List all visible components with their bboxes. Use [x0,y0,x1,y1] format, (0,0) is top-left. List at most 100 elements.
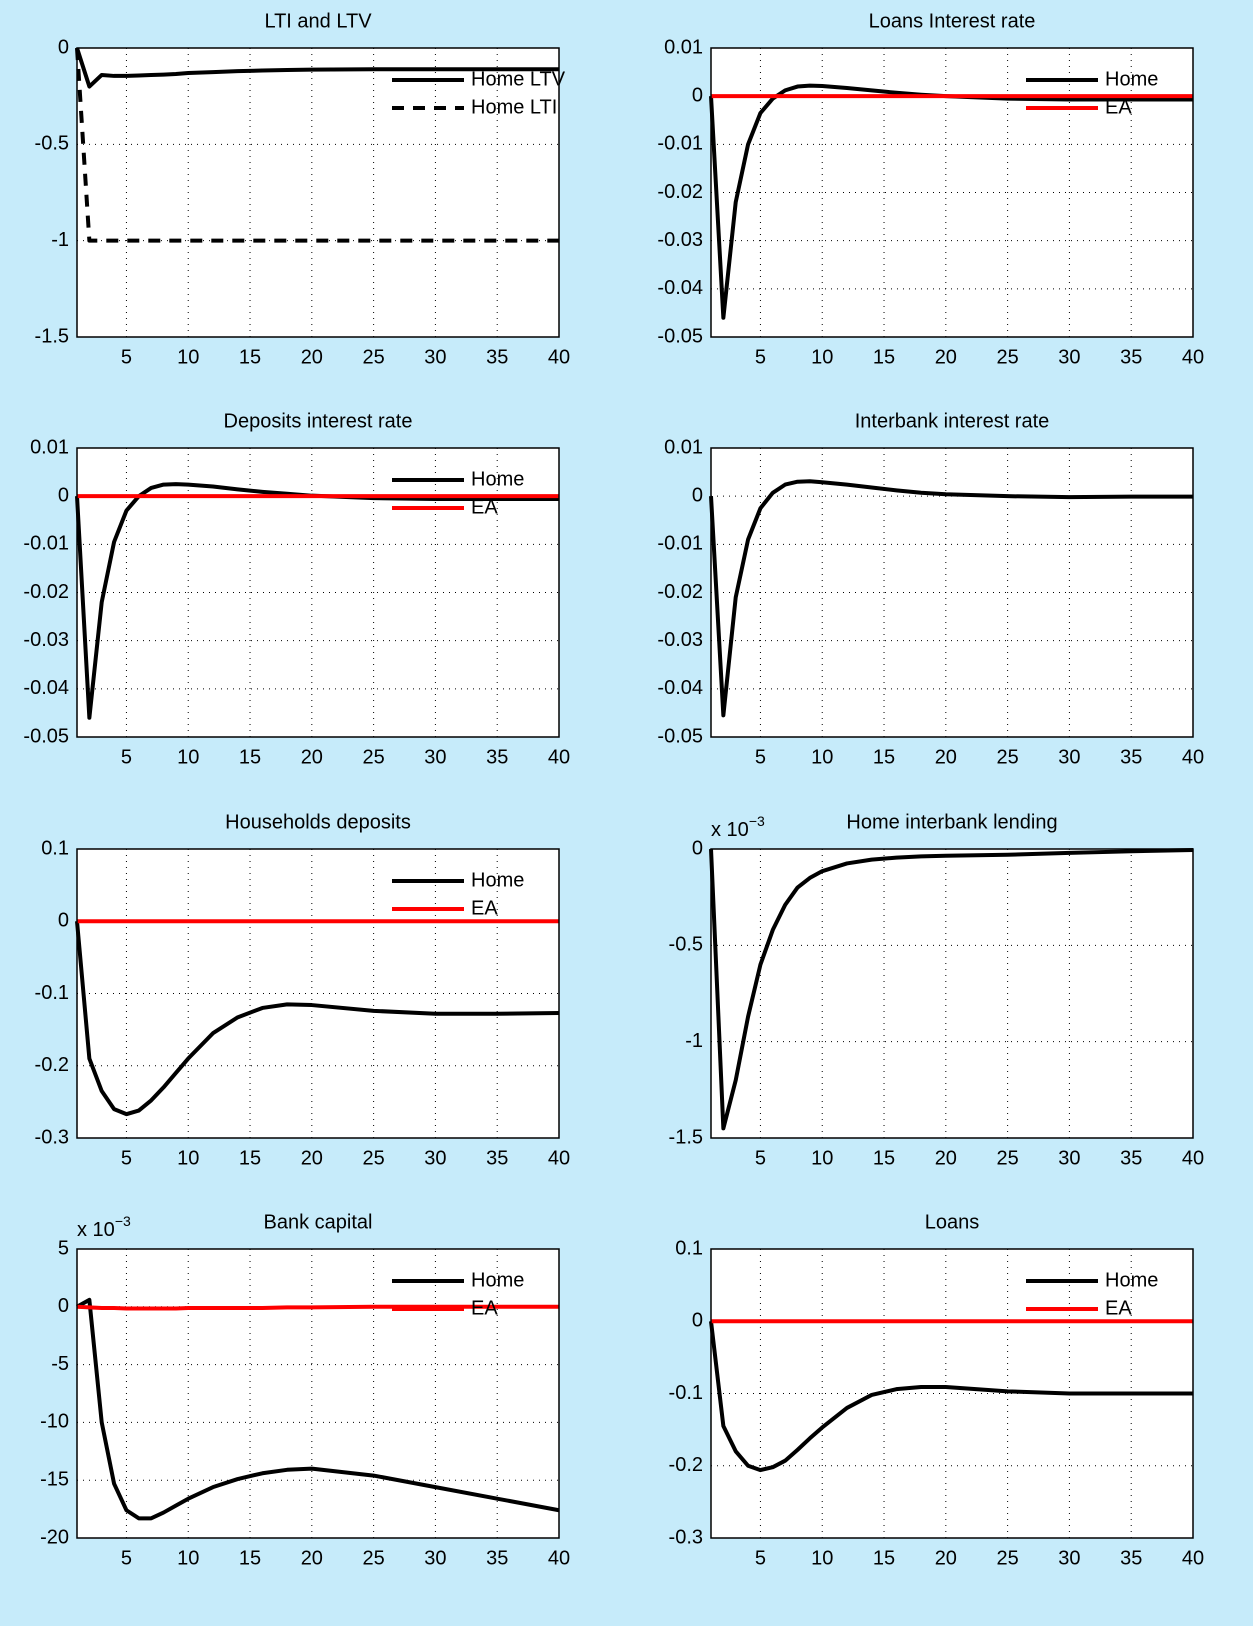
x-tick-label: 25 [996,346,1018,368]
multiplier-base: x 10 [711,819,749,841]
legend-label: EA [1105,1297,1132,1319]
legend-label: Home LTI [471,96,557,118]
x-tick-label: 15 [239,346,261,368]
series-line [75,47,559,89]
legend-label: Home [1105,68,1158,90]
y-tick-label: -0.03 [23,629,69,651]
chart-title: Loans Interest rate [869,10,1036,32]
y-tick-label: -0.3 [669,1526,703,1548]
y-tick-label: -0.5 [669,934,703,956]
x-tick-label: 10 [811,746,833,768]
chart-title: LTI and LTV [264,10,372,32]
x-tick-label: 10 [177,1547,199,1569]
y-tick-label: -0.01 [657,133,703,155]
series-line [75,47,559,243]
y-tick-label: -0.02 [657,181,703,203]
x-tick-label: 25 [996,1147,1018,1169]
y-tick-label: -5 [51,1353,69,1375]
axes-box [710,1248,1194,1539]
x-tick-label: 20 [301,1147,323,1169]
x-tick-label: 40 [548,346,570,368]
x-tick-label: 25 [996,1547,1018,1569]
y-tick-label: 0.1 [41,837,69,859]
x-tick-label: 30 [424,1547,446,1569]
series-line [75,921,560,1117]
x-tick-label: 5 [755,1147,766,1169]
y-tick-label: 0 [692,484,703,506]
x-tick-label: 5 [755,346,766,368]
multiplier-exponent: −3 [749,813,765,829]
y-tick-label: -0.02 [657,581,703,603]
y-tick-label: 0.01 [664,36,703,58]
series-line [709,847,1194,1131]
multiplier-base: x 10 [77,1219,115,1241]
series-line [709,479,1193,718]
y-tick-label: -0.03 [657,229,703,251]
y-tick-label: -0.02 [23,581,69,603]
x-tick-label: 35 [1120,1147,1142,1169]
x-tick-label: 10 [811,1147,833,1169]
axis-multiplier: x 10−3 [711,813,765,842]
y-tick-label: -0.05 [657,725,703,747]
x-tick-label: 20 [935,746,957,768]
x-tick-label: 10 [177,746,199,768]
x-tick-label: 35 [1120,746,1142,768]
y-tick-label: -0.05 [657,325,703,347]
y-tick-label: -0.04 [23,677,69,699]
x-tick-label: 30 [1058,746,1080,768]
y-tick-label: -0.5 [35,133,69,155]
y-tick-label: -0.04 [657,677,703,699]
y-tick-label: 0 [692,84,703,106]
x-tick-label: 20 [935,1147,957,1169]
y-tick-label: -0.1 [35,982,69,1004]
axes-box [710,848,1194,1139]
legend-label: EA [1105,96,1132,118]
x-tick-label: 5 [121,1147,132,1169]
x-tick-label: 10 [811,1547,833,1569]
y-tick-label: -1.5 [669,1126,703,1148]
series-line [76,1297,560,1521]
y-tick-label: -10 [40,1411,69,1433]
x-tick-label: 35 [486,1147,508,1169]
y-tick-label: -1 [685,1030,703,1052]
x-tick-label: 5 [755,746,766,768]
x-tick-label: 20 [935,1547,957,1569]
y-tick-label: -0.05 [23,725,69,747]
chart-title: Home interbank lending [846,811,1057,833]
y-tick-label: -0.1 [669,1382,703,1404]
plot-area [77,1249,559,1538]
x-tick-label: 5 [121,746,132,768]
y-tick-label: 0.01 [664,436,703,458]
legend-label: Home [1105,1269,1158,1291]
x-tick-label: 5 [121,1547,132,1569]
x-tick-label: 35 [1120,346,1142,368]
chart-title: Loans [925,1211,980,1233]
axis-multiplier: x 10−3 [77,1213,131,1242]
x-tick-label: 15 [239,1547,261,1569]
y-tick-label: -1.5 [35,325,69,347]
legend-label: EA [471,496,498,518]
axes-box [76,848,560,1139]
y-tick-label: -0.01 [23,533,69,555]
x-tick-label: 30 [1058,1547,1080,1569]
x-tick-label: 30 [1058,346,1080,368]
x-tick-label: 35 [486,346,508,368]
chart-title: Interbank interest rate [855,410,1050,432]
x-tick-label: 20 [301,1547,323,1569]
y-tick-label: 0 [58,1295,69,1317]
chart-title: Bank capital [264,1211,373,1233]
legend-label: EA [471,897,498,919]
axes-box [76,47,560,338]
x-tick-label: 20 [301,346,323,368]
series-line [709,1321,1193,1473]
series-line [76,1304,559,1311]
x-tick-label: 40 [548,746,570,768]
y-tick-label: 0.1 [675,1237,703,1259]
y-tick-label: 0 [692,837,703,859]
x-tick-label: 35 [486,746,508,768]
x-tick-label: 5 [121,346,132,368]
axes-box [710,447,1194,738]
x-tick-label: 40 [548,1547,570,1569]
y-tick-label: -0.3 [35,1126,69,1148]
y-tick-label: -0.2 [35,1054,69,1076]
